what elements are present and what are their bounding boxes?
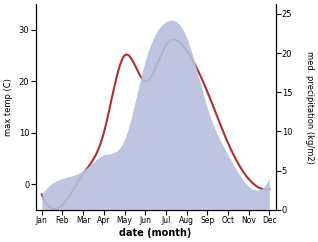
Y-axis label: med. precipitation (kg/m2): med. precipitation (kg/m2) (305, 51, 314, 163)
Y-axis label: max temp (C): max temp (C) (4, 78, 13, 136)
X-axis label: date (month): date (month) (119, 228, 192, 238)
